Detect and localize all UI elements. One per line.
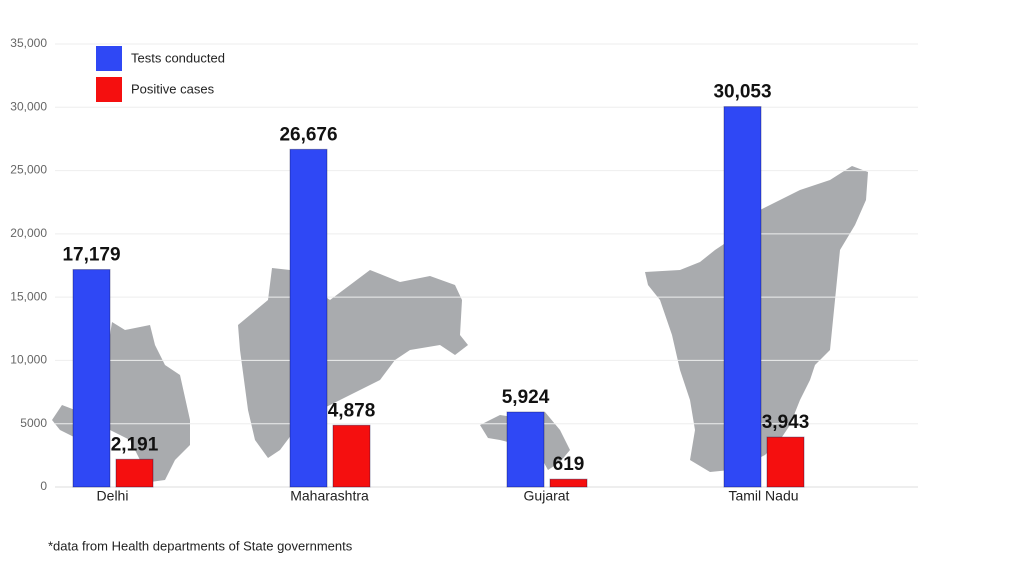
x-tick-label: Tamil Nadu — [728, 488, 798, 504]
plot: Delhi 17,179 2,191 Maharashtra 26,676 4,878 Gu… — [62, 82, 809, 504]
value-label: 26,676 — [279, 124, 337, 145]
x-tick-label: Maharashtra — [290, 488, 369, 504]
bar — [506, 411, 545, 488]
y-tick-label: 30,000 — [10, 99, 47, 113]
legend-swatch — [96, 77, 122, 102]
y-tick-label: 10,000 — [10, 353, 47, 367]
bar — [549, 478, 588, 488]
value-label: 4,878 — [328, 400, 376, 421]
value-label: 3,943 — [762, 412, 810, 433]
legend-label: Tests conducted — [131, 50, 225, 65]
value-label: 619 — [553, 454, 585, 475]
footnote: *data from Health departments of State g… — [48, 538, 353, 553]
delhi-map — [52, 322, 190, 482]
bar — [723, 106, 762, 488]
y-tick-label: 25,000 — [10, 163, 47, 177]
y-tick-label: 5000 — [20, 416, 47, 430]
grid: 0 5000 10,000 15,000 20,000 25,000 30,000 35,00… — [10, 36, 918, 493]
bar — [766, 436, 805, 488]
value-label: 5,924 — [502, 387, 550, 408]
bar — [289, 148, 328, 488]
legend-label: Positive cases — [131, 81, 215, 96]
value-label: 30,053 — [713, 82, 771, 103]
value-label: 2,191 — [111, 434, 159, 455]
legend-swatch — [96, 46, 122, 71]
y-tick-label: 35,000 — [10, 36, 47, 50]
y-tick-label: 15,000 — [10, 289, 47, 303]
bar — [115, 458, 154, 488]
x-tick-label: Gujarat — [524, 488, 570, 504]
y-tick-label: 0 — [40, 479, 47, 493]
x-tick-label: Delhi — [97, 488, 129, 504]
bar — [72, 269, 111, 488]
y-tick-label: 20,000 — [10, 226, 47, 240]
value-label: 17,179 — [62, 245, 120, 266]
bar — [332, 424, 371, 488]
